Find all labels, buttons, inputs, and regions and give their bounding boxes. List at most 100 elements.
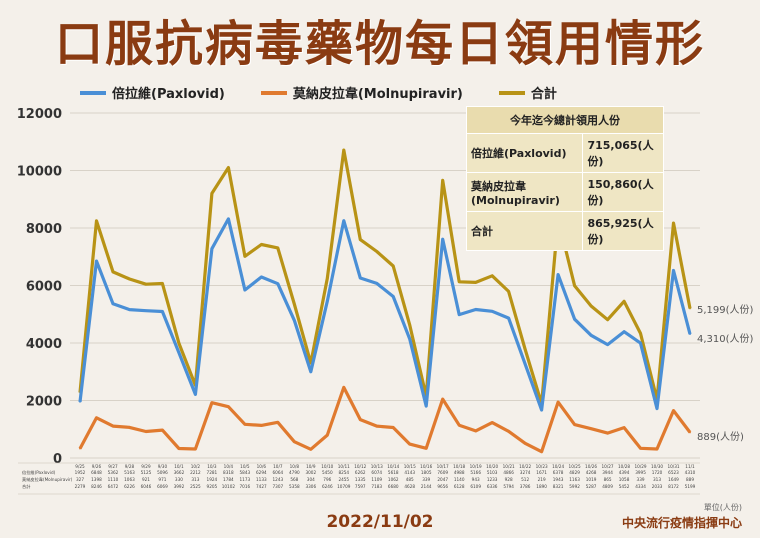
series-line — [78, 385, 692, 454]
data-point — [425, 405, 428, 408]
table-cell: 2033 — [652, 484, 663, 489]
x-tick-label: 10/19 — [470, 464, 482, 469]
report-date: 2022/11/02 — [326, 512, 434, 532]
data-point — [672, 269, 675, 272]
summary-label: 莫納皮拉韋(Molnupiravir) — [465, 172, 584, 212]
data-point — [227, 166, 230, 169]
table-cell: 8172 — [668, 484, 679, 489]
data-point — [689, 431, 691, 434]
legend-item-total: 合計 — [498, 83, 557, 102]
table-cell: 7016 — [240, 484, 251, 489]
table-cell: 6246 — [322, 484, 333, 489]
table-cell: 8254 — [338, 470, 349, 475]
legend-item-paxlovid: 倍拉維(Paxlovid) — [80, 83, 225, 102]
table-cell: 6680 — [388, 484, 399, 489]
data-point — [112, 425, 114, 427]
summary-row: 莫納皮拉韋(Molnupiravir) 150,860(人份) — [465, 172, 664, 212]
table-cell: 6064 — [273, 470, 284, 475]
x-tick-label: 9/26 — [92, 464, 102, 469]
data-point — [474, 308, 477, 311]
table-cell: 4809 — [602, 484, 613, 489]
x-tick-label: 10/28 — [618, 464, 630, 469]
data-point — [392, 295, 395, 298]
x-tick-label: 10/13 — [371, 464, 383, 469]
data-point — [392, 426, 395, 429]
table-cell: 4829 — [569, 470, 580, 475]
data-point — [128, 278, 131, 280]
data-point — [210, 401, 213, 404]
data-point — [689, 333, 691, 335]
data-point — [540, 450, 543, 453]
end-label-paxlovid: 4,310(人份) — [697, 333, 754, 345]
data-point — [145, 430, 147, 433]
table-cell: 1109 — [371, 477, 382, 482]
data-point — [260, 424, 263, 427]
table-cell: 889 — [686, 477, 694, 482]
series-line — [78, 148, 692, 406]
y-tick-label: 4000 — [26, 337, 62, 352]
table-cell: 1062 — [388, 477, 399, 482]
x-tick-label: 10/30 — [651, 464, 663, 469]
data-point — [79, 447, 81, 450]
data-point — [210, 192, 213, 195]
data-point — [293, 303, 296, 305]
data-point — [260, 243, 263, 246]
data-point — [309, 448, 312, 451]
legend-swatch-total — [498, 90, 525, 95]
data-point — [243, 255, 246, 258]
table-cell: 313 — [653, 477, 661, 482]
summary-value: 865,925(人份) — [582, 211, 664, 251]
table-cell: 5794 — [503, 484, 514, 489]
summary-table: 今年迄今總計領用人份 倍拉維(Paxlovid) 715,065(人份) 莫納皮… — [465, 106, 664, 251]
data-point — [210, 247, 213, 250]
table-cell: 1140 — [454, 477, 465, 482]
data-point — [326, 434, 329, 437]
table-cell: 313 — [191, 477, 199, 482]
table-cell: 1943 — [553, 477, 564, 482]
data-point — [194, 393, 197, 396]
legend-swatch-molnupiravir — [260, 90, 287, 95]
table-cell: 1233 — [487, 477, 498, 482]
table-cell: 6069 — [157, 484, 168, 489]
table-cell: 6294 — [256, 470, 267, 475]
table-cell: 1720 — [652, 470, 663, 475]
data-point — [573, 318, 576, 321]
table-cell: 9205 — [207, 484, 218, 489]
x-tick-label: 10/25 — [569, 464, 581, 469]
table-cell: 4988 — [454, 470, 465, 475]
table-cell: 5362 — [108, 470, 119, 475]
table-cell: 1063 — [124, 477, 135, 482]
x-tick-label: 10/23 — [536, 464, 548, 469]
data-point — [606, 343, 609, 346]
unit-note: 單位(人份) — [703, 503, 742, 512]
x-tick-label: 10/24 — [552, 464, 564, 469]
table-cell: 6262 — [355, 470, 366, 475]
table-cell: 3992 — [174, 484, 185, 489]
table-cell: 219 — [538, 477, 546, 482]
x-tick-label: 10/12 — [354, 464, 366, 469]
data-point — [342, 219, 345, 222]
summary-row: 合計 865,925(人份) — [465, 211, 664, 251]
data-point — [606, 318, 609, 321]
table-cell: 1173 — [240, 477, 251, 482]
table-cell: 1335 — [355, 477, 366, 482]
table-cell: 2455 — [338, 477, 349, 482]
table-cell: 1952 — [75, 470, 86, 475]
end-label-molnupiravir: 889(人份) — [697, 431, 744, 443]
table-cell: 5992 — [569, 484, 580, 489]
table-cell: 6472 — [108, 484, 119, 489]
table-cell: 3786 — [520, 484, 531, 489]
table-cell: 7597 — [355, 484, 366, 489]
data-point — [95, 220, 98, 222]
legend-swatch-paxlovid — [80, 90, 106, 95]
data-point — [375, 250, 378, 253]
x-tick-label: 10/9 — [306, 464, 316, 469]
data-point — [112, 271, 114, 273]
x-tick-label: 10/6 — [257, 464, 267, 469]
table-cell: 5163 — [124, 470, 135, 475]
data-point — [590, 427, 592, 430]
end-label-total: 5,199(人份) — [697, 304, 754, 316]
table-cell: 2144 — [421, 484, 432, 489]
table-cell: 6109 — [470, 484, 481, 489]
data-point — [95, 416, 98, 419]
